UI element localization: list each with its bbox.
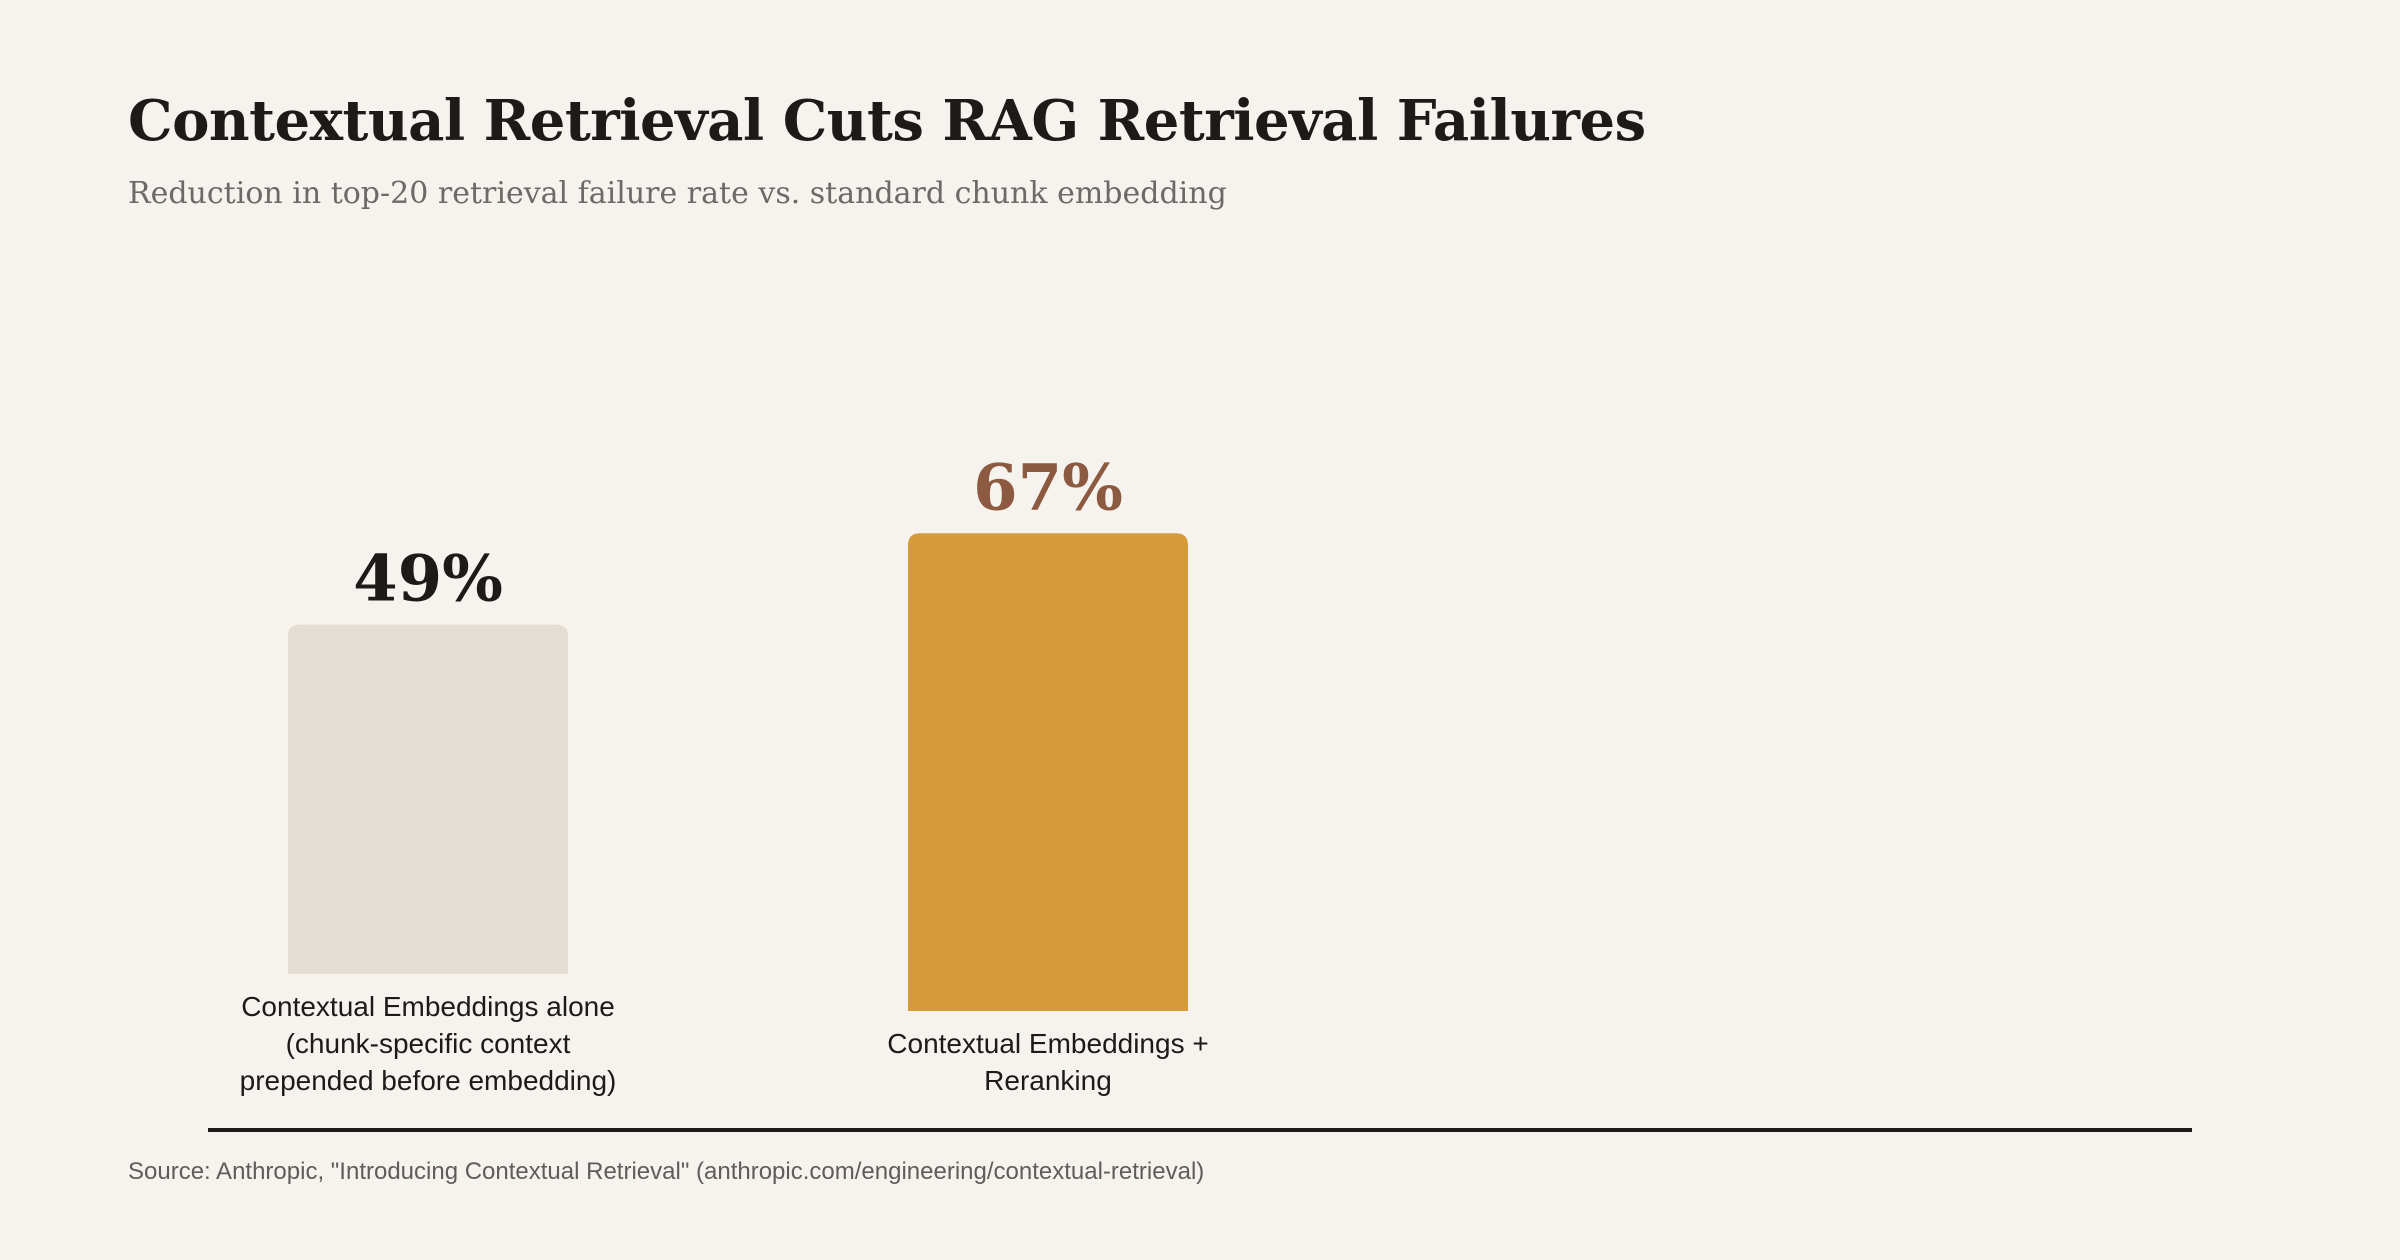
bar bbox=[908, 533, 1188, 1011]
chart-subtitle: Reduction in top-20 retrieval failure ra… bbox=[128, 176, 1227, 211]
category-label: Contextual Embeddings alone (chunk-specif… bbox=[240, 991, 617, 1096]
bar bbox=[288, 624, 568, 974]
source-note: Source: Anthropic, "Introducing Contextu… bbox=[128, 1158, 1205, 1185]
category-label: Contextual Embeddings + Reranking bbox=[887, 1028, 1208, 1096]
chart-title: Contextual Retrieval Cuts RAG Retrieval … bbox=[128, 88, 1646, 154]
value-label: 67% bbox=[973, 450, 1123, 525]
value-label: 49% bbox=[353, 542, 503, 617]
